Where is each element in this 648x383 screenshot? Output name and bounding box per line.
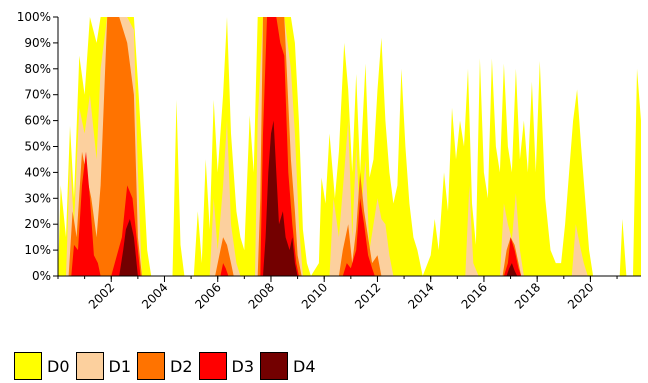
legend-item-d4: D4 [260,352,316,380]
drought-area-chart: 0% 10% 20% 30% 40% 50% 60% 70% 80% 90% 100% 2002 200… [17,10,641,312]
y-tick-label: 50% [24,140,51,154]
y-tick-label: 20% [24,217,51,231]
legend-item-d1: D1 [75,352,132,380]
y-tick-label: 10% [24,243,51,257]
y-tick-label: 70% [24,88,51,102]
x-tick-label: 2014 [405,280,436,311]
y-tick-label: 80% [24,62,51,76]
legend-swatch-d0 [14,352,42,380]
legend-item-d3: D3 [198,352,255,380]
legend-label-d1: D1 [108,356,132,376]
x-tick-label: 2006 [192,280,223,311]
series-area-d2 [58,17,641,276]
x-tick-label: 2004 [139,280,170,311]
y-tick-label: 60% [24,114,51,128]
y-tick-label: 0% [32,269,51,283]
x-tick-label: 2020 [565,280,596,311]
x-tick-label: 2008 [246,280,277,311]
legend-swatch-d2 [137,352,165,380]
legend-item-d0: D0 [14,352,70,380]
x-tick-label: 2018 [512,280,543,311]
legend-item-d2: D2 [137,352,193,380]
y-tick-label: 100% [17,10,51,24]
y-tick-label: 30% [24,191,51,205]
legend-swatch-d3 [198,352,227,380]
x-tick-label: 2012 [352,280,383,311]
legend-swatch-d4 [260,352,288,380]
legend-label-d0: D0 [47,356,70,376]
x-tick-label: 2002 [86,280,117,311]
y-tick-label: 40% [24,165,51,179]
series-area-d0 [58,17,641,276]
series-layer [58,17,641,276]
x-tick-label: 2010 [299,280,330,311]
x-tick-label: 2016 [459,280,490,311]
legend: D0 D1 D2 D3 D4 [14,352,322,380]
legend-swatch-d1 [75,352,104,380]
legend-label-d3: D3 [231,356,255,376]
legend-label-d4: D4 [293,356,316,376]
legend-label-d2: D2 [170,356,193,376]
y-tick-label: 90% [24,36,51,50]
